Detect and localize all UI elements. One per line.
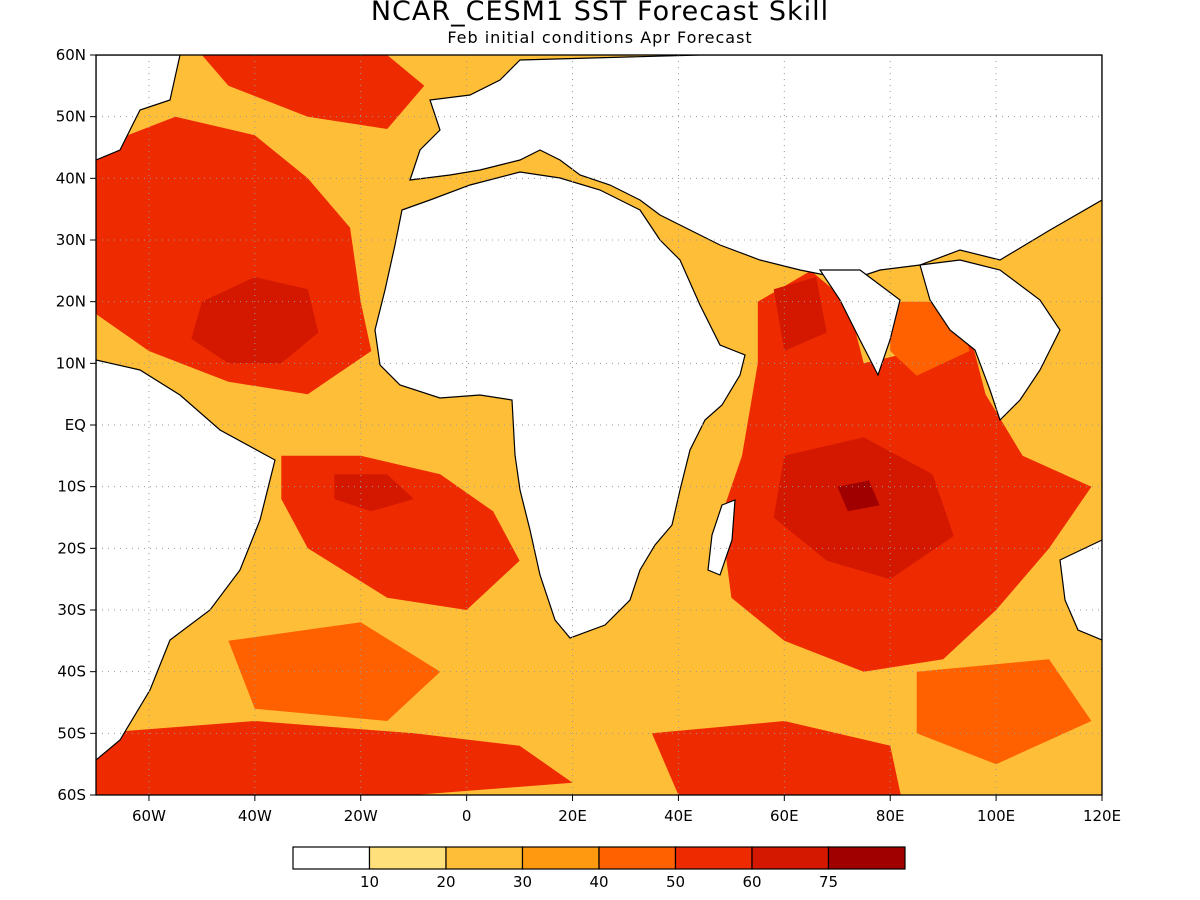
lat-label: 50S xyxy=(57,724,86,742)
lon-label: 60E xyxy=(770,807,799,825)
lat-label: 20N xyxy=(56,293,86,311)
colorbar-label: 30 xyxy=(513,873,532,891)
lat-label: 40N xyxy=(56,169,86,187)
lat-label: 30S xyxy=(57,601,86,619)
south-america-landmass xyxy=(96,359,276,761)
australia-landmass xyxy=(1059,539,1102,641)
latitude-labels: 60N 50N 40N 30N 20N 10N EQ 10S 20S 30S 40S 50S 60S xyxy=(56,46,96,804)
skill-region-north-atlantic-north xyxy=(201,55,425,129)
colorbar-swatch xyxy=(827,846,906,870)
lat-label: 60S xyxy=(57,786,86,804)
skill-region-tropical-atlantic-core xyxy=(191,277,319,364)
africa-landmass xyxy=(374,171,746,639)
lon-label: 20E xyxy=(558,807,587,825)
skill-regions xyxy=(96,55,1092,795)
skill-region-indian-ocean-peak xyxy=(837,480,880,512)
north-america-landmass xyxy=(96,55,181,161)
colorbar-swatch xyxy=(751,846,830,870)
skill-region-sw-atlantic-patch xyxy=(228,622,441,721)
lon-label: 60W xyxy=(132,807,166,825)
colorbar-swatch xyxy=(368,846,447,870)
colorbar-swatch xyxy=(521,846,600,870)
lon-label: 80E xyxy=(876,807,905,825)
colorbar: 10 20 30 40 50 60 75 xyxy=(292,846,906,891)
india-landmass xyxy=(818,269,901,377)
skill-region-south-atlantic-core xyxy=(334,474,414,512)
lat-label: 10S xyxy=(57,478,86,496)
lat-label: EQ xyxy=(65,416,86,434)
lat-label: 40S xyxy=(57,663,86,681)
colorbar-swatch xyxy=(598,846,677,870)
lon-label: 100E xyxy=(977,807,1015,825)
colorbar-swatch xyxy=(674,846,753,870)
longitude-labels: 60W 40W 20W 0 20E 40E 60E 80E 100E 120E xyxy=(132,795,1121,825)
land-masses xyxy=(96,55,1102,761)
colorbar-label: 10 xyxy=(360,873,379,891)
skill-region-southern-ocean-band xyxy=(96,721,573,795)
skill-region-arabian-sea xyxy=(773,277,827,351)
southeast-asia-landmass xyxy=(919,259,1061,422)
lat-label: 60N xyxy=(56,46,86,64)
colorbar-swatch xyxy=(445,846,524,870)
lon-label: 120E xyxy=(1083,807,1121,825)
lat-label: 20S xyxy=(57,539,86,557)
colorbar-swatch xyxy=(292,846,371,870)
lon-label: 20W xyxy=(344,807,378,825)
lat-label: 10N xyxy=(56,354,86,372)
colorbar-label: 75 xyxy=(819,873,838,891)
lon-label: 40W xyxy=(238,807,272,825)
colorbar-label: 50 xyxy=(666,873,685,891)
skill-region-southern-indian-band xyxy=(651,721,901,795)
colorbar-label: 40 xyxy=(589,873,608,891)
map-title: NCAR_CESM1 SST Forecast Skill xyxy=(370,0,830,27)
colorbar-label: 60 xyxy=(742,873,761,891)
lat-label: 30N xyxy=(56,231,86,249)
lon-label: 0 xyxy=(462,807,472,825)
map-subtitle: Feb initial conditions Apr Forecast xyxy=(447,28,753,47)
skill-region-se-indian-patch xyxy=(916,659,1092,765)
lon-label: 40E xyxy=(664,807,693,825)
colorbar-label: 20 xyxy=(436,873,455,891)
lat-label: 50N xyxy=(56,108,86,126)
madagascar xyxy=(707,499,736,576)
